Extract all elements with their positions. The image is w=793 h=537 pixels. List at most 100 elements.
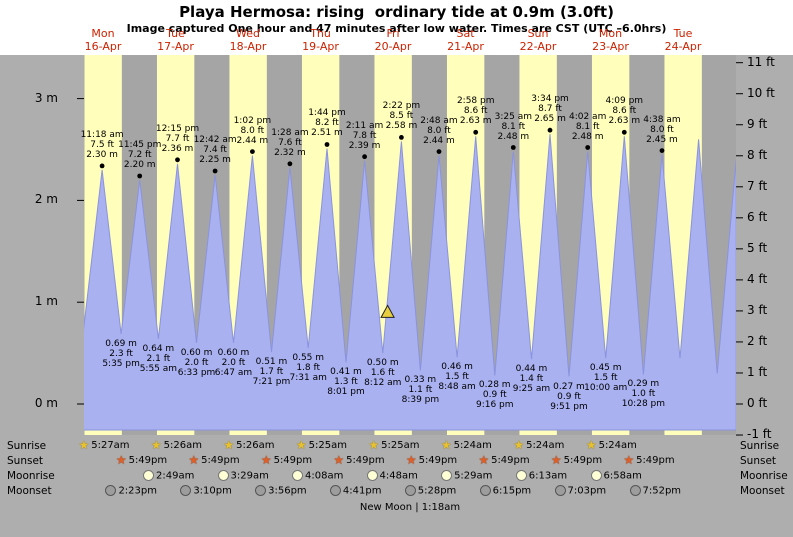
moonrise-circle-icon [441,470,453,481]
astro-time: 5:25am [308,440,347,451]
astro-time: 5:26am [236,440,275,451]
high-tide-annotation: 2:48 am 8.0 ft 2.44 m [420,115,458,146]
sunset-entry: ★ 5:49pm [188,453,239,467]
feet-axis-label: 8 ft [747,147,768,162]
high-tide-dot [399,135,404,140]
feet-axis-label: 5 ft [747,240,768,255]
high-tide-annotation: 1:28 am 7.6 ft 2.32 m [271,127,309,158]
astro-row-label-right: Sunset [740,455,777,467]
astro-time: 5:24am [526,440,565,451]
sunrise-entry: ★ 5:25am [296,439,347,452]
page-title: Playa Hermosa: rising ordinary tide at 0… [179,3,614,21]
low-tide-annotation: 0.60 m 2.0 ft 6:47 am [214,347,253,378]
astro-time: 4:08am [304,470,344,482]
moon-phase-label: New Moon | 1:18am [359,502,461,513]
high-tide-dot [362,154,367,160]
astro-time: 5:24am [453,440,492,451]
sunrise-star-icon: ★ [513,438,525,452]
day-label: Thu 19-Apr [302,27,339,53]
low-tide-annotation: 0.46 m 1.5 ft 8:48 am [438,362,476,393]
day-label: Wed 18-Apr [229,27,267,53]
sunrise-entry: ★ 5:25am [368,439,419,452]
sunset-star-icon: ★ [623,453,635,467]
moonrise-entry: 3:29am [217,470,269,483]
astro-time: 3:10pm [193,485,232,497]
astro-time: 5:49pm [418,455,458,466]
feet-axis-label: 3 ft [747,302,768,317]
high-tide-annotation: 2:58 pm 8.6 ft 2.63 m [456,96,495,127]
astro-time: 6:58am [603,470,642,482]
low-tide-annotation: 0.55 m 1.8 ft 7:31 am [289,353,327,383]
astro-time: 6:13am [528,470,568,482]
sunrise-star-icon: ★ [440,438,452,452]
astro-row-label-left: Sunset [7,455,44,467]
astro-time: 3:29am [230,470,269,482]
moonset-circle-icon [554,485,566,496]
day-label: Tue 17-Apr [157,27,194,53]
sunrise-entry: ★ 5:24am [585,438,637,452]
feet-axis-label: 4 ft [747,271,768,286]
moonset-entry: 3:56pm [255,485,307,498]
astro-time: 7:03pm [567,485,607,497]
astro-time: 6:15pm [492,485,532,497]
low-tide-annotation: 0.64 m 2.1 ft 5:55 am [139,343,178,374]
high-tide-annotation: 12:42 am 7.4 ft 2.25 m [193,134,237,165]
sunset-star-icon: ★ [188,453,200,467]
astro-row-label-right: Moonset [740,485,785,497]
moonrise-entry: 6:58am [590,470,642,483]
high-tide-annotation: 11:18 am 7.5 ft 2.30 m [80,129,124,160]
high-tide-dot [436,149,442,155]
moonrise-entry: 4:08am [291,470,344,483]
sunset-star-icon: ★ [405,453,417,467]
feet-axis-label: 11 ft [747,54,775,69]
moonset-circle-icon [255,485,267,496]
astro-row-label-right: Moonrise [740,470,788,482]
astro-time: 5:49pm [636,455,675,466]
moonset-circle-icon [629,485,641,496]
moonset-circle-icon [180,485,192,496]
chart-header: Playa Hermosa: rising ordinary tide at 0… [0,0,793,55]
feet-axis-label: 1 ft [747,364,768,379]
feet-axis-label: 0 ft [747,396,768,410]
feet-axis-label: -1 ft [747,427,772,442]
astro-time: 5:49pm [346,455,385,466]
astro-time: 5:28pm [417,485,457,497]
sunset-entry: ★ 5:49pm [551,454,603,467]
astro-time: 7:52pm [642,485,682,497]
high-tide-dot [659,148,665,154]
sunset-star-icon: ★ [478,453,490,467]
low-tide-annotation: 0.27 m 0.9 ft 9:51 pm [550,381,588,412]
astro-time: 5:49pm [128,455,168,466]
sunrise-entry: ★ 5:27am [78,439,129,452]
high-tide-dot [473,129,479,135]
sunrise-star-icon: ★ [223,438,235,452]
low-tide-annotation: 0.41 m 1.3 ft 8:01 pm [327,367,365,398]
sunset-entry: ★ 5:49pm [623,453,675,467]
moonset-circle-icon [329,485,341,496]
day-label: Mon 23-Apr [592,27,629,53]
sunrise-star-icon: ★ [585,438,597,452]
high-tide-dot [212,168,218,174]
feet-axis-label: 2 ft [747,333,768,348]
meter-axis-label: 3 m [34,90,58,105]
low-tide-annotation: 0.44 m 1.4 ft 9:25 am [512,364,551,395]
astro-time: 3:56pm [268,485,307,497]
low-tide-annotation: 0.50 m 1.6 ft 8:12 am [364,358,402,389]
high-tide-annotation: 2:11 am 7.8 ft 2.39 m [345,120,384,151]
sunset-entry: ★ 5:49pm [333,454,385,467]
feet-axis-label: 9 ft [747,116,768,131]
low-tide-annotation: 0.29 m 1.0 ft 10:28 pm [621,379,666,410]
moonset-entry: 6:15pm [479,485,532,498]
sunset-entry: ★ 5:49pm [478,453,529,467]
sunrise-entry: ★ 5:26am [223,438,275,452]
high-tide-dot [621,129,627,135]
meter-axis-label: 1 m [34,294,58,309]
high-tide-dot [175,157,180,163]
astro-time: 4:41pm [342,485,382,497]
sunset-entry: ★ 5:49pm [116,454,168,467]
day-label: Tue 24-Apr [664,27,702,53]
feet-axis-label: 6 ft [747,209,768,224]
high-tide-annotation: 1:02 pm 8.0 ft 2.44 m [233,115,272,146]
astro-time: 5:49pm [563,455,603,466]
